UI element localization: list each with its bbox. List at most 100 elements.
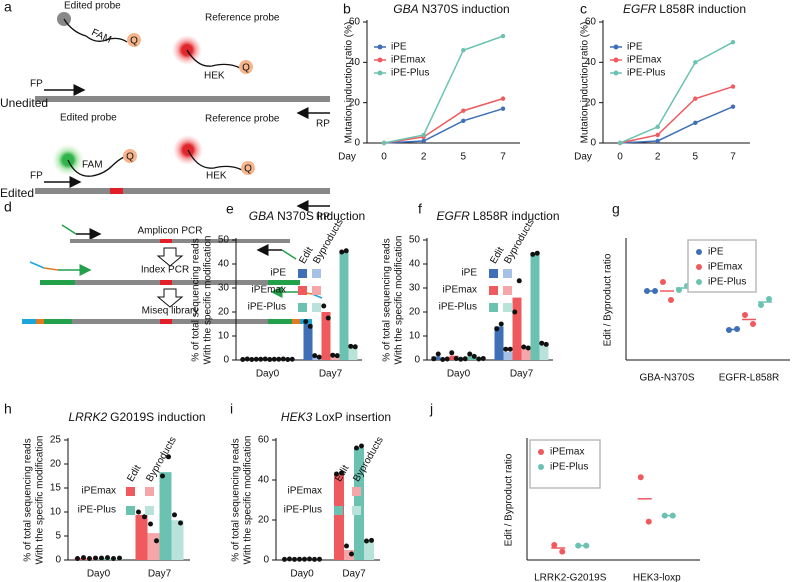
point xyxy=(693,60,698,65)
x-tick-label: 2 xyxy=(421,152,427,163)
legend-swatch xyxy=(312,269,321,278)
fluorophore xyxy=(57,12,71,26)
row-label: Unedited xyxy=(0,96,48,110)
replicate-dot xyxy=(742,312,748,318)
series-line xyxy=(619,41,734,144)
replicate-dot xyxy=(105,555,110,561)
title-text: LoxP insertion xyxy=(315,410,391,424)
adapter xyxy=(29,261,45,269)
x-tick-label: 5 xyxy=(461,152,467,163)
y-axis-label: With the specific modification xyxy=(203,236,214,365)
title-text: N370S induction xyxy=(422,2,510,16)
replicate-dot xyxy=(498,321,504,327)
panel-letter: f xyxy=(418,201,422,217)
legend-label: iPE-Plus xyxy=(284,505,322,516)
legend-swatch xyxy=(145,487,154,496)
replicate-dot xyxy=(660,279,666,285)
title-gene: HEK3 xyxy=(281,410,313,424)
x-tick-label: 0 xyxy=(381,152,387,163)
panel-letter: d xyxy=(4,199,12,215)
x-tick-label: Day7 xyxy=(510,369,534,380)
replicate-dot xyxy=(435,351,441,357)
replicate-dot xyxy=(111,556,116,562)
x-tick-label: Day0 xyxy=(290,569,314,580)
replicate-dot xyxy=(276,356,282,362)
legend-label: iPE xyxy=(270,268,286,279)
legend-swatch xyxy=(503,303,512,312)
adapter xyxy=(43,267,59,271)
replicate-dot xyxy=(285,357,291,363)
probe-label: Reference probe xyxy=(205,13,280,24)
point xyxy=(693,120,698,126)
chart-title: EGFR L858R induction xyxy=(623,2,746,16)
y-tick-label: 0 xyxy=(414,355,420,366)
replicate-dot xyxy=(476,356,482,362)
x-tick-label: 2 xyxy=(655,152,661,163)
legend-label: iPE xyxy=(627,42,643,53)
replicate-dot xyxy=(81,555,86,561)
step-label: Amplicon PCR xyxy=(137,226,202,237)
replicate-dot xyxy=(458,356,464,362)
x-tick-label: 7 xyxy=(730,152,736,163)
point xyxy=(500,96,506,101)
replicate-dot xyxy=(75,556,80,562)
x-tick-label: Day0 xyxy=(87,569,111,580)
legend-label: iPE-Plus xyxy=(550,462,588,473)
bar xyxy=(171,520,184,560)
step-label: Miseq library xyxy=(142,306,199,317)
x-axis-label: Day xyxy=(338,152,356,163)
y-tick-label: 40 xyxy=(409,259,421,270)
legend-swatch xyxy=(489,286,498,295)
replicate-dot xyxy=(136,509,141,515)
legend-label: iPEmax xyxy=(550,447,584,458)
y-tick-label: 30 xyxy=(218,283,230,294)
title-text: L858R induction xyxy=(473,209,560,223)
adapter xyxy=(44,319,72,324)
probe xyxy=(67,156,125,177)
edit-site xyxy=(160,280,172,285)
adapter xyxy=(281,249,297,260)
legend-label: iPE-Plus xyxy=(391,68,429,79)
legend-swatch xyxy=(352,487,361,496)
x-axis-label: Day xyxy=(574,152,592,163)
legend-marker xyxy=(613,44,619,50)
y-tick-label: 60 xyxy=(258,435,270,446)
legend-label: iPEmax xyxy=(82,486,116,497)
panel-letter: g xyxy=(612,201,620,217)
adapter xyxy=(40,280,75,285)
replicate-dot xyxy=(87,556,92,562)
y-tick-label: 50 xyxy=(409,235,421,246)
x-tick-label: 5 xyxy=(693,152,699,163)
row-label: Edited xyxy=(0,186,34,200)
bar xyxy=(303,324,313,360)
title-gene: GBA xyxy=(393,2,418,16)
bar xyxy=(503,352,513,360)
bar xyxy=(86,558,99,560)
legend-marker xyxy=(613,70,619,76)
point xyxy=(381,140,387,146)
y-axis-label: Mutation induction ratio (%) xyxy=(344,22,355,144)
legend-header: Edit xyxy=(488,245,506,266)
bar xyxy=(330,355,340,360)
bar xyxy=(467,355,477,360)
quencher xyxy=(123,149,137,163)
chart-title: HEK3 LoxP insertion xyxy=(281,410,391,424)
title-text: N370S induction xyxy=(277,209,365,223)
legend-swatch xyxy=(298,303,307,312)
legend-marker xyxy=(696,249,702,255)
y-axis-label: % of total sequencing reads xyxy=(191,238,202,361)
replicate-dot xyxy=(99,555,104,561)
legend-swatch xyxy=(503,269,512,278)
legend-swatch xyxy=(298,269,307,278)
replicate-dot xyxy=(583,542,590,549)
dna xyxy=(70,239,290,243)
legend-swatch xyxy=(334,506,343,515)
replicate-dot xyxy=(292,556,297,562)
y-tick-label: 0 xyxy=(223,355,229,366)
point xyxy=(730,84,736,89)
replicate-dot xyxy=(117,555,122,561)
legend-label: iPEmax xyxy=(288,486,322,497)
x-tick-label: EGFR-L858R xyxy=(719,373,780,384)
point xyxy=(461,108,466,113)
